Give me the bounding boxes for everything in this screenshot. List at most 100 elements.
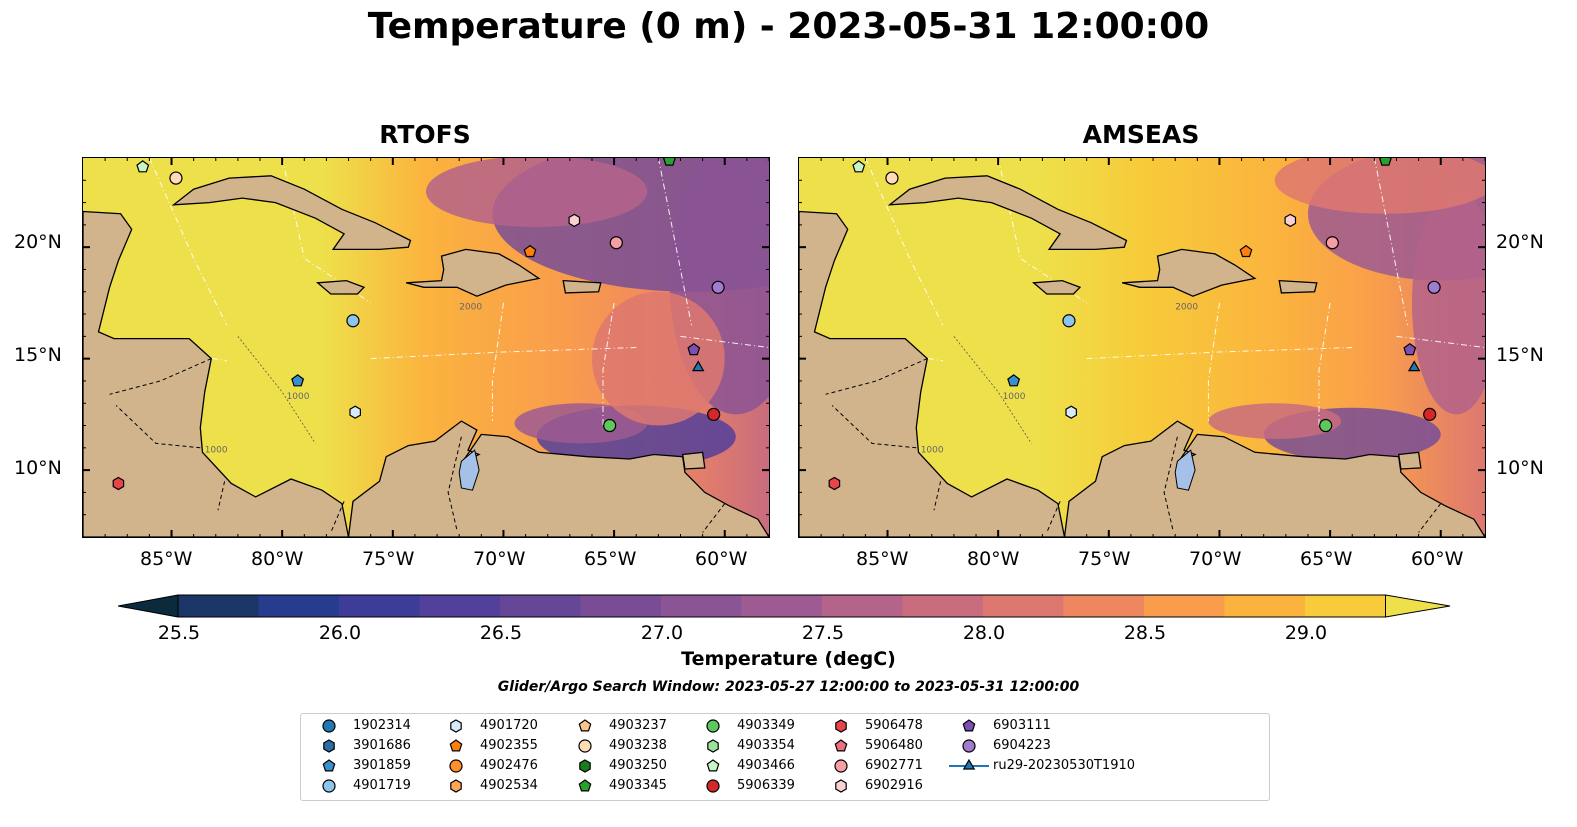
search-window-text: Glider/Argo Search Window: 2023-05-27 12… [497, 679, 1080, 695]
legend-symbol-5906478 [835, 719, 847, 733]
legend-symbol-4902355 [449, 739, 463, 752]
eez-boundary [1396, 335, 1485, 348]
temperature-anomaly [591, 291, 725, 426]
platform-marker-6904223 [1427, 280, 1441, 294]
legend-label: 4902355 [480, 738, 538, 753]
map-rtofs: 1000 2000 1000 [82, 157, 770, 538]
lon-tick-label: 85°W [140, 548, 193, 570]
colorbar-frame [177, 594, 1386, 618]
legend-label: 4903345 [609, 778, 667, 793]
platform-marker-4902355 [1239, 244, 1253, 258]
legend-marker [449, 739, 463, 752]
legend-marker [450, 719, 462, 733]
legend: 1902314 3901686 3901859 4901719 4901720 49023… [300, 713, 1270, 801]
legend-marker [450, 779, 462, 793]
land [405, 248, 541, 297]
legend-label: 4903354 [737, 738, 795, 753]
colorbar-segment [661, 595, 742, 617]
lat-tick-label: 10°N [1496, 457, 1544, 479]
platform-marker-4903345 [1378, 158, 1392, 166]
colorbar-segment [580, 595, 662, 617]
lon-tick-label: 65°W [584, 548, 637, 570]
legend-marker [834, 759, 848, 773]
legend-marker [835, 719, 847, 733]
country-border [702, 503, 726, 533]
platform-marker-4903345 [662, 158, 676, 166]
temperature-anomaly [1208, 403, 1342, 439]
colorbar-extend-low [117, 594, 179, 618]
legend-marker [322, 719, 336, 733]
legend-marker [707, 739, 719, 753]
platform-marker-4901720 [1065, 405, 1077, 419]
colorbar-segment [1144, 595, 1225, 617]
legend-marker [835, 779, 847, 793]
platform-marker-4903466 [852, 160, 866, 173]
platform-marker-4903238 [169, 171, 183, 185]
platform-marker-5906478 [828, 476, 841, 491]
platform-marker-5906478 [112, 476, 125, 491]
legend-label: 3901686 [353, 738, 411, 753]
colorbar-segment [902, 595, 984, 617]
lat-tick-label: 20°N [1496, 231, 1544, 253]
legend-symbol-4903237 [578, 719, 592, 732]
eez-boundary [491, 302, 504, 422]
lon-tick-label: 75°W [1078, 548, 1131, 570]
platform-marker-6903111 [687, 342, 701, 356]
lake [1174, 449, 1196, 491]
panel-title-rtofs: RTOFS [379, 120, 471, 149]
country-border [1046, 501, 1061, 533]
country-border [217, 481, 226, 511]
legend-marker [578, 739, 592, 753]
platform-marker-4901720 [349, 405, 361, 419]
colorbar-tick-label: 28.0 [962, 622, 1006, 644]
legend-label: 4901720 [480, 718, 538, 733]
lon-tick-label: 75°W [362, 548, 415, 570]
lat-tick-label: 15°N [14, 344, 62, 366]
platform-marker-4903466 [136, 160, 150, 173]
platform-marker-5906339 [707, 407, 721, 421]
eez-boundary [1318, 302, 1331, 426]
legend-symbol-6904223 [962, 739, 976, 753]
land [681, 451, 706, 470]
legend-label: 4903237 [609, 718, 667, 733]
land [1278, 279, 1318, 294]
contour-label: 1000 [205, 445, 228, 455]
platform-marker-4901719 [346, 314, 360, 328]
legend-symbol-1902314 [322, 719, 336, 733]
eez-boundary [657, 158, 692, 326]
lon-tick-label: 80°W [967, 548, 1020, 570]
eez-boundary [680, 335, 769, 348]
platform-marker-4903238 [885, 171, 899, 185]
legend-label: 4903238 [609, 738, 667, 753]
country-border [330, 501, 345, 533]
legend-marker [706, 759, 720, 772]
legend-symbol-4902476 [449, 759, 463, 773]
contour-label: 1000 [287, 392, 310, 402]
map-rtofs-svg: 1000 2000 1000 [83, 158, 769, 537]
colorbar-tick-label: 26.5 [479, 622, 523, 644]
platform-marker-4902355 [523, 244, 537, 258]
eez-boundary [370, 347, 637, 360]
legend-symbol-4903349 [706, 719, 720, 733]
colorbar-tick-label: 25.5 [157, 622, 201, 644]
legend-symbol-ru29-20230530T1910 [962, 758, 976, 770]
legend-marker [323, 739, 335, 753]
legend-label: 3901859 [353, 758, 411, 773]
legend-label: 6902771 [865, 758, 923, 773]
colorbar-segment [1305, 595, 1386, 617]
temperature-anomaly [514, 403, 648, 444]
legend-symbol-3901686 [323, 739, 335, 753]
legend-label: 4903250 [609, 758, 667, 773]
land [887, 175, 1128, 251]
lon-tick-label: 70°W [1189, 548, 1242, 570]
lon-tick-label: 80°W [251, 548, 304, 570]
colorbar-tick-label: 27.0 [640, 622, 684, 644]
platform-marker-6902771 [609, 236, 623, 250]
platform-marker-6902916 [1284, 213, 1297, 228]
platform-marker-ru29-20230530T1910 [1407, 360, 1421, 372]
country-border [933, 481, 942, 511]
platform-marker-3901859 [1007, 374, 1021, 387]
colorbar-segment [741, 595, 823, 617]
land [171, 175, 412, 251]
colorbar-tick-label: 26.0 [318, 622, 362, 644]
